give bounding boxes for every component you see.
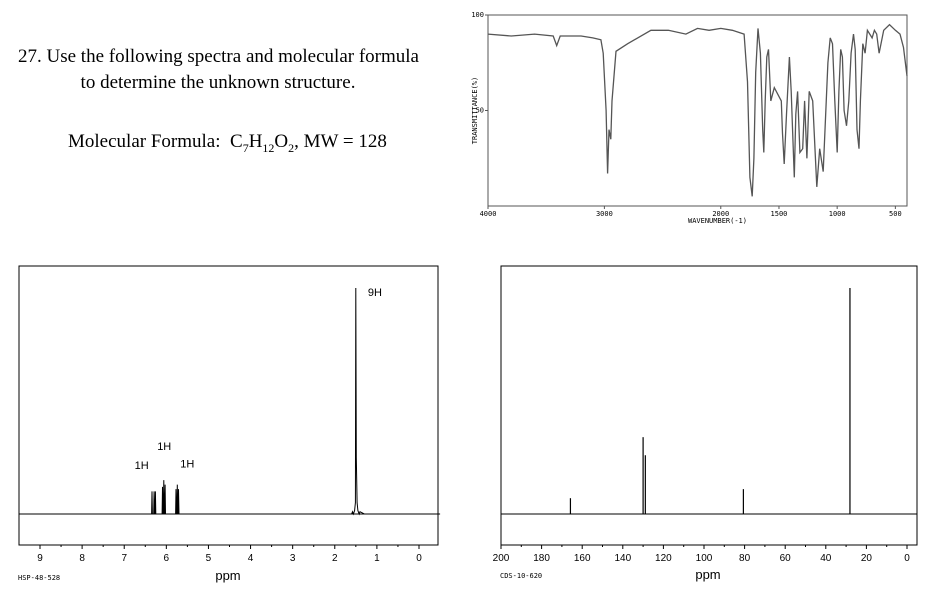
- hnmr-code: HSP-48-528: [18, 574, 60, 582]
- question-line-2: to determine the unknown structure.: [80, 72, 356, 93]
- hnmr-x-tick-label: 4: [248, 553, 254, 564]
- cnmr-x-tick-label: 120: [655, 553, 672, 564]
- cnmr-x-tick-label: 160: [574, 553, 591, 564]
- ir-x-tick-label: 500: [889, 210, 902, 218]
- cnmr-x-tick-label: 200: [493, 553, 510, 564]
- ir-x-tick-label: 2000: [712, 210, 729, 218]
- hnmr-x-axis-label: ppm: [215, 568, 240, 583]
- hnmr-integration-label: 1H: [135, 460, 149, 472]
- cnmr-x-axis-label: ppm: [695, 567, 720, 582]
- ir-trace: [487, 23, 908, 197]
- hnmr-x-tick-label: 0: [416, 553, 422, 564]
- ir-x-tick-label: 1500: [771, 210, 788, 218]
- cnmr-x-tick-label: 180: [533, 553, 550, 564]
- ir-x-tick-label: 4000: [480, 210, 497, 218]
- hnmr-x-tick-label: 5: [206, 553, 212, 564]
- mw: , MW = 128: [294, 131, 387, 152]
- cnmr-x-tick-label: 100: [696, 553, 713, 564]
- mf-label: Molecular Formula:: [68, 131, 221, 152]
- ir-y-tick-label: 50: [476, 107, 484, 115]
- hnmr-integration-label: 1H: [157, 441, 171, 453]
- hnmr-x-tick-label: 7: [121, 553, 127, 564]
- cnmr-x-tick-label: 20: [861, 553, 873, 564]
- cnmr-x-tick-label: 140: [614, 553, 631, 564]
- question-line-1: 27. Use the following spectra and molecu…: [18, 46, 419, 67]
- hnmr-integration-label: 1H: [180, 459, 194, 471]
- ir-y-axis-label: TRANSMITTANCE(%): [471, 77, 479, 144]
- molecular-formula: Molecular Formula: C7H12O2, MW = 128: [68, 131, 387, 156]
- mf-c: C: [230, 131, 243, 152]
- cnmr-x-tick-label: 80: [739, 553, 751, 564]
- ir-x-axis-label: WAVENUMBER(-1): [688, 217, 747, 225]
- hnmr-x-tick-label: 2: [332, 553, 338, 564]
- hnmr-x-tick-label: 6: [164, 553, 170, 564]
- cnmr-x-tick-label: 40: [820, 553, 832, 564]
- mf-c-count: 7: [242, 140, 249, 155]
- cnmr-frame: [500, 265, 918, 546]
- ir-x-tick-label: 3000: [596, 210, 613, 218]
- ir-x-tick-label: 1000: [829, 210, 846, 218]
- hnmr-frame: [18, 265, 439, 546]
- cnmr-x-tick-label: 0: [904, 553, 910, 564]
- mf-o-count: 2: [288, 140, 295, 155]
- hnmr-x-tick-label: 1: [374, 553, 380, 564]
- hnmr-integration-label: 9H: [368, 287, 382, 299]
- hnmr-x-tick-label: 8: [79, 553, 85, 564]
- cnmr-code: CDS-10-620: [500, 572, 542, 580]
- cnmr-x-tick-label: 60: [780, 553, 792, 564]
- hnmr-x-tick-label: 9: [37, 553, 43, 564]
- hnmr-trace: [18, 287, 441, 516]
- mf-h: H: [248, 131, 263, 152]
- mf-o: O: [274, 131, 289, 152]
- question-text: 27. Use the following spectra and molecu…: [18, 44, 438, 96]
- mf-h-count: 12: [262, 140, 275, 155]
- ir-y-tick-label: 100: [471, 11, 484, 19]
- hnmr-x-tick-label: 3: [290, 553, 296, 564]
